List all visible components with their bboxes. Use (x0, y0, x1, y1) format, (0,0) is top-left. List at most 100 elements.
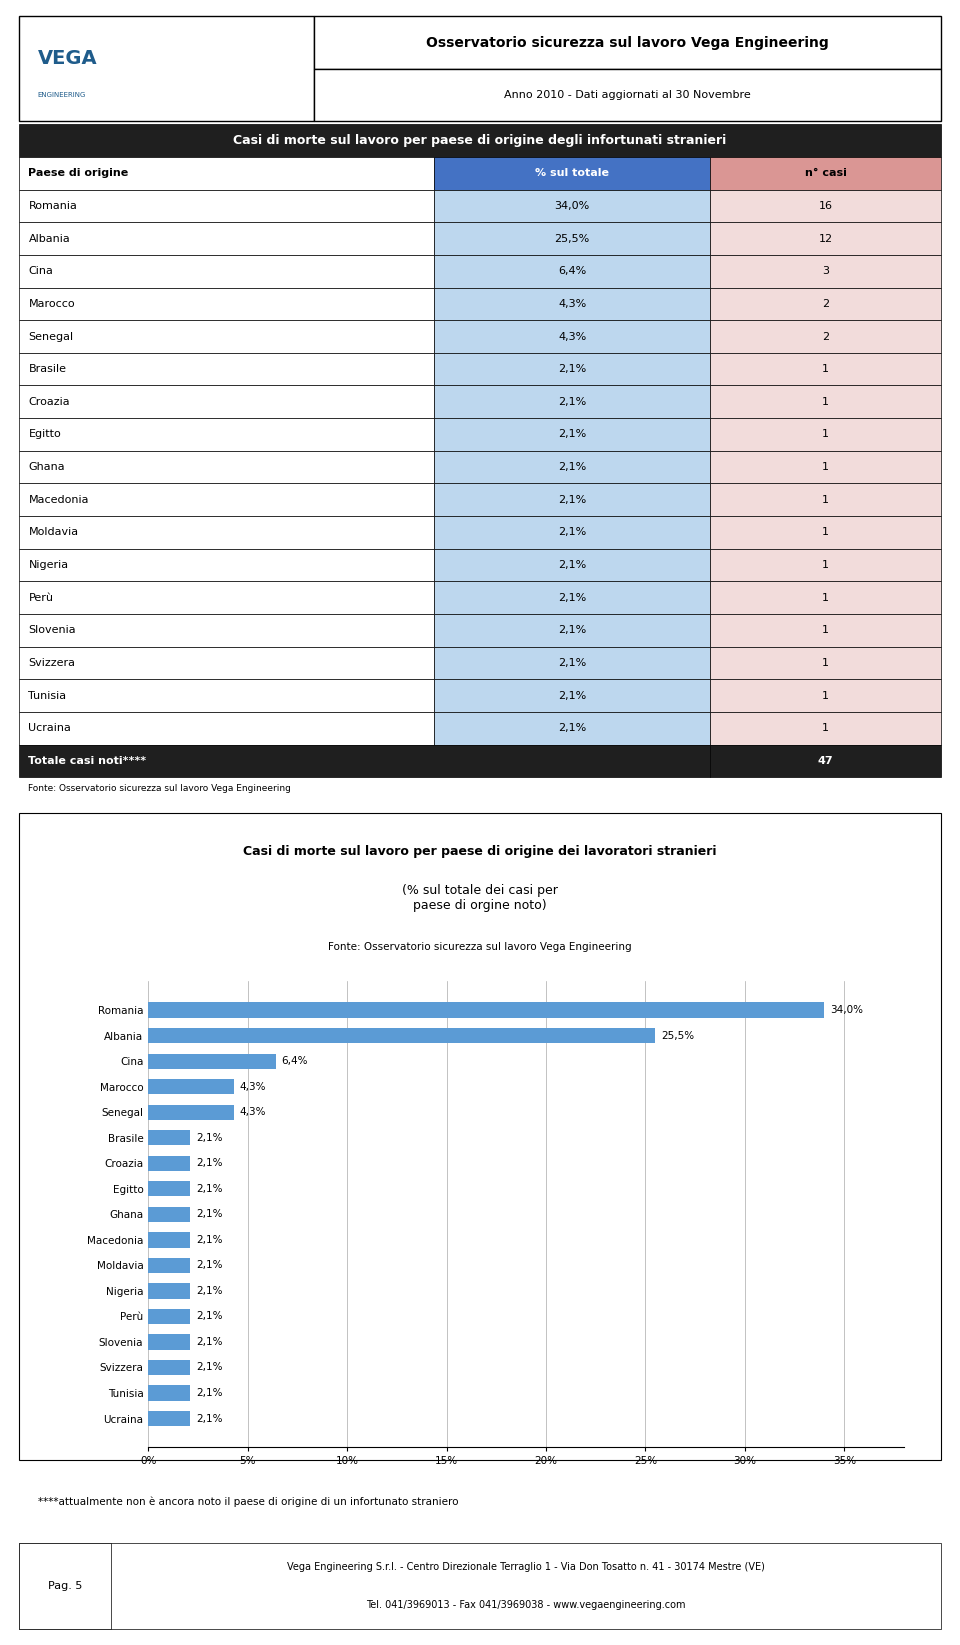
Bar (19, 385, 434, 418)
Text: Ghana: Ghana (29, 462, 65, 472)
Bar (710, 189, 941, 222)
Text: 2,1%: 2,1% (196, 1311, 223, 1321)
Bar (148, 1360, 190, 1375)
Text: 2,1%: 2,1% (558, 495, 587, 505)
Text: 2,1%: 2,1% (558, 658, 587, 668)
Bar (710, 222, 941, 255)
Text: Paese di origine: Paese di origine (29, 168, 129, 178)
Text: Albania: Albania (29, 234, 70, 243)
Text: 12: 12 (819, 234, 832, 243)
Text: 16: 16 (819, 201, 832, 211)
Bar (148, 1309, 190, 1324)
Bar (19, 222, 434, 255)
Bar (19, 484, 434, 517)
Text: 2,1%: 2,1% (196, 1184, 223, 1194)
Text: Brasile: Brasile (29, 364, 66, 373)
Text: 1: 1 (822, 396, 829, 406)
Bar (19, 745, 710, 776)
Text: 4,3%: 4,3% (240, 1082, 266, 1092)
Text: (% sul totale dei casi per
paese di orgine noto): (% sul totale dei casi per paese di orgi… (402, 885, 558, 913)
Bar (434, 712, 710, 745)
Text: Nigeria: Nigeria (29, 559, 68, 569)
Bar (710, 614, 941, 646)
FancyBboxPatch shape (314, 16, 941, 69)
Text: 1: 1 (822, 429, 829, 439)
Text: 34,0%: 34,0% (830, 1005, 863, 1015)
Text: 1: 1 (822, 625, 829, 635)
Text: 1: 1 (822, 724, 829, 734)
Text: 2: 2 (822, 299, 829, 309)
Bar (19, 125, 941, 156)
Bar (19, 255, 434, 288)
Bar (434, 321, 710, 352)
Bar (148, 1130, 190, 1145)
Text: Croazia: Croazia (29, 396, 70, 406)
Bar (710, 745, 941, 776)
Text: 2,1%: 2,1% (558, 429, 587, 439)
Text: Vega Engineering S.r.l. - Centro Direzionale Terraglio 1 - Via Don Tosatto n. 41: Vega Engineering S.r.l. - Centro Direzio… (287, 1561, 765, 1573)
Bar (434, 222, 710, 255)
Text: 1: 1 (822, 528, 829, 538)
Bar (148, 1283, 190, 1298)
Text: 2,1%: 2,1% (196, 1337, 223, 1347)
Text: 3: 3 (822, 266, 829, 276)
Bar (148, 1181, 190, 1196)
Bar (434, 646, 710, 679)
Bar (19, 581, 434, 614)
Text: 2,1%: 2,1% (196, 1260, 223, 1270)
Text: Ucraina: Ucraina (29, 724, 71, 734)
Text: Anno 2010 - Dati aggiornati al 30 Novembre: Anno 2010 - Dati aggiornati al 30 Novemb… (504, 90, 751, 100)
Text: 25,5%: 25,5% (555, 234, 589, 243)
Text: 1: 1 (822, 559, 829, 569)
Bar (710, 156, 941, 189)
Bar (19, 352, 434, 385)
Bar (19, 418, 434, 451)
Bar (19, 549, 434, 581)
Text: 2,1%: 2,1% (558, 592, 587, 602)
Text: Tunisia: Tunisia (29, 691, 66, 701)
Bar (434, 581, 710, 614)
Text: Casi di morte sul lavoro per paese di origine degli infortunati stranieri: Casi di morte sul lavoro per paese di or… (233, 135, 727, 146)
Bar (19, 614, 434, 646)
Text: Totale casi noti****: Totale casi noti**** (29, 755, 147, 767)
FancyBboxPatch shape (19, 16, 314, 122)
Text: ****attualmente non è ancora noto il paese di origine di un infortunato stranier: ****attualmente non è ancora noto il pae… (37, 1497, 458, 1507)
Bar (19, 1543, 111, 1629)
Text: 2,1%: 2,1% (196, 1413, 223, 1423)
Bar (148, 1156, 190, 1171)
Text: 2: 2 (822, 332, 829, 342)
Text: 1: 1 (822, 592, 829, 602)
Text: 2,1%: 2,1% (196, 1286, 223, 1296)
Bar (148, 1028, 656, 1043)
Text: 4,3%: 4,3% (558, 332, 587, 342)
Text: ENGINEERING: ENGINEERING (37, 92, 86, 99)
Bar (148, 1079, 233, 1094)
Text: 2,1%: 2,1% (558, 364, 587, 373)
Bar (434, 549, 710, 581)
Bar (148, 1207, 190, 1222)
Bar (19, 321, 434, 352)
Bar (710, 255, 941, 288)
Bar (434, 189, 710, 222)
Text: 2,1%: 2,1% (196, 1362, 223, 1372)
Text: Fonte: Osservatorio sicurezza sul lavoro Vega Engineering: Fonte: Osservatorio sicurezza sul lavoro… (328, 943, 632, 952)
Text: 2,1%: 2,1% (558, 724, 587, 734)
Text: % sul totale: % sul totale (535, 168, 610, 178)
Bar (19, 517, 434, 549)
Text: 2,1%: 2,1% (558, 462, 587, 472)
Text: Casi di morte sul lavoro per paese di origine dei lavoratori stranieri: Casi di morte sul lavoro per paese di or… (243, 846, 717, 859)
Bar (148, 1258, 190, 1273)
Text: Moldavia: Moldavia (29, 528, 79, 538)
Text: 2,1%: 2,1% (196, 1158, 223, 1168)
Bar (434, 385, 710, 418)
Text: Tel. 041/3969013 - Fax 041/3969038 - www.vegaengineering.com: Tel. 041/3969013 - Fax 041/3969038 - www… (367, 1599, 685, 1609)
Bar (434, 484, 710, 517)
Text: Osservatorio sicurezza sul lavoro Vega Engineering: Osservatorio sicurezza sul lavoro Vega E… (426, 36, 828, 49)
Bar (434, 614, 710, 646)
Text: Perù: Perù (29, 592, 54, 602)
Bar (148, 1411, 190, 1426)
Text: 2,1%: 2,1% (196, 1133, 223, 1143)
Text: 1: 1 (822, 691, 829, 701)
Text: Slovenia: Slovenia (29, 625, 76, 635)
Bar (148, 1002, 825, 1018)
